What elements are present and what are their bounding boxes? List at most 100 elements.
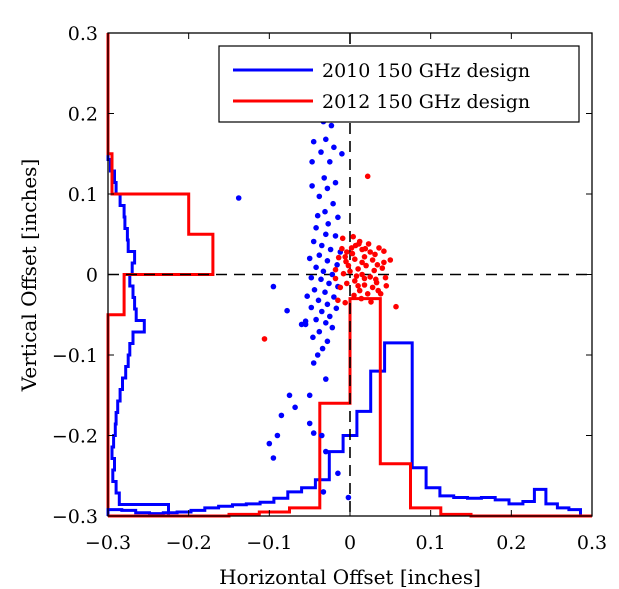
point-2012-26 (382, 274, 389, 281)
point-2012-5 (339, 235, 346, 242)
point-2010-60 (323, 448, 329, 455)
point-2012-10 (381, 248, 387, 254)
point-2010-8 (327, 159, 333, 165)
point-2012-14 (335, 254, 342, 261)
point-2010-37 (311, 287, 318, 293)
point-2012-46 (349, 250, 356, 257)
point-2012-44 (353, 273, 360, 279)
point-2010-13 (316, 193, 323, 200)
y-tick-label-0: −0.3 (52, 506, 98, 528)
point-2010-34 (318, 276, 324, 283)
x-tick-label-1: −0.2 (166, 532, 212, 554)
point-2010-6 (309, 159, 315, 165)
point-2010-18 (325, 221, 332, 227)
point-2010-10 (332, 179, 339, 186)
point-2012-8 (367, 249, 374, 255)
point-2012-47 (371, 267, 378, 274)
point-2010-42 (324, 301, 331, 308)
point-2010-51 (316, 328, 323, 335)
point-2010-67 (298, 321, 305, 328)
point-2012-2 (344, 249, 350, 255)
point-2010-39 (304, 293, 311, 300)
legend: 2010 150 GHz design 2012 150 GHz design (218, 45, 580, 123)
point-2010-46 (327, 313, 333, 320)
point-2010-9 (321, 175, 328, 181)
point-2010-52 (310, 334, 316, 341)
point-2010-70 (292, 404, 298, 411)
point-2010-63 (345, 494, 352, 501)
point-2012-17 (379, 265, 386, 271)
point-2010-61 (335, 470, 341, 477)
axis-ticks: −0.3 −0.2 −0.1 0 0.1 0.2 0.3 −0.3 −0.2 −0.1 0 0.1 0.… (52, 23, 607, 554)
point-2010-28 (324, 258, 331, 264)
point-2010-27 (306, 255, 313, 262)
point-2012-60 (261, 336, 268, 342)
point-2012-56 (355, 283, 361, 289)
point-2012-22 (332, 266, 339, 273)
point-2012-9 (376, 245, 382, 251)
point-2012-39 (342, 299, 349, 306)
point-2012-55 (332, 275, 339, 282)
point-2010-48 (323, 320, 329, 326)
point-2010-65 (270, 283, 277, 290)
point-2012-59 (342, 253, 349, 260)
legend-box (218, 45, 580, 123)
point-2010-50 (329, 324, 336, 331)
point-2010-62 (320, 489, 327, 495)
point-2012-19 (355, 266, 361, 272)
point-2010-5 (310, 138, 317, 145)
point-2010-2 (323, 136, 329, 143)
y-tick-label-1: −0.2 (52, 426, 98, 448)
point-2010-21 (332, 233, 339, 239)
point-2010-76 (306, 420, 313, 427)
point-2010-56 (310, 360, 317, 366)
y-tick-label-3: 0 (86, 265, 98, 287)
x-tick-label-2: −0.1 (246, 532, 292, 554)
point-2012-28 (344, 280, 350, 287)
point-2010-33 (308, 274, 315, 281)
point-2010-12 (309, 183, 315, 189)
point-2012-12 (352, 256, 358, 263)
legend-label-2012: 2012 150 GHz design (322, 91, 530, 113)
point-2010-24 (327, 246, 334, 253)
y-tick-label-6: 0.3 (68, 23, 98, 45)
point-2010-38 (322, 289, 328, 296)
point-2012-11 (361, 253, 368, 260)
point-2010-41 (315, 297, 322, 304)
point-2010-53 (324, 338, 331, 345)
x-tick-label-4: 0.1 (416, 532, 446, 554)
point-2012-53 (361, 275, 368, 282)
point-2012-35 (351, 292, 357, 299)
point-2012-52 (365, 241, 372, 247)
x-tick-label-3: 0 (344, 532, 356, 554)
point-2010-4 (318, 149, 324, 155)
point-2012-41 (387, 257, 394, 263)
point-2012-50 (359, 259, 365, 266)
point-2012-30 (369, 284, 376, 291)
point-2012-31 (356, 287, 363, 294)
x-tick-label-0: −0.3 (85, 532, 131, 554)
point-2010-66 (284, 307, 290, 314)
point-2010-22 (310, 238, 317, 245)
point-2010-69 (286, 392, 293, 399)
point-2012-58 (383, 283, 390, 289)
point-2012-33 (364, 291, 371, 297)
point-2012-57 (373, 279, 380, 286)
point-2010-20 (323, 231, 329, 238)
y-axis-title: Vertical Offset [inches] (17, 159, 41, 392)
point-2010-59 (319, 432, 325, 439)
histogram-vertical-2 (106, 341, 582, 516)
point-2012-21 (340, 270, 347, 277)
point-2010-54 (319, 345, 326, 352)
point-2012-40 (393, 303, 399, 310)
x-tick-label-5: 0.2 (496, 532, 526, 554)
point-2012-38 (335, 297, 341, 304)
point-2012-29 (361, 282, 368, 288)
point-2010-72 (274, 432, 281, 439)
point-2010-55 (314, 352, 321, 358)
point-2010-74 (270, 455, 277, 461)
point-2012-54 (372, 251, 378, 258)
point-2012-6 (350, 233, 357, 240)
point-2010-26 (316, 252, 323, 258)
point-2012-51 (381, 259, 387, 266)
